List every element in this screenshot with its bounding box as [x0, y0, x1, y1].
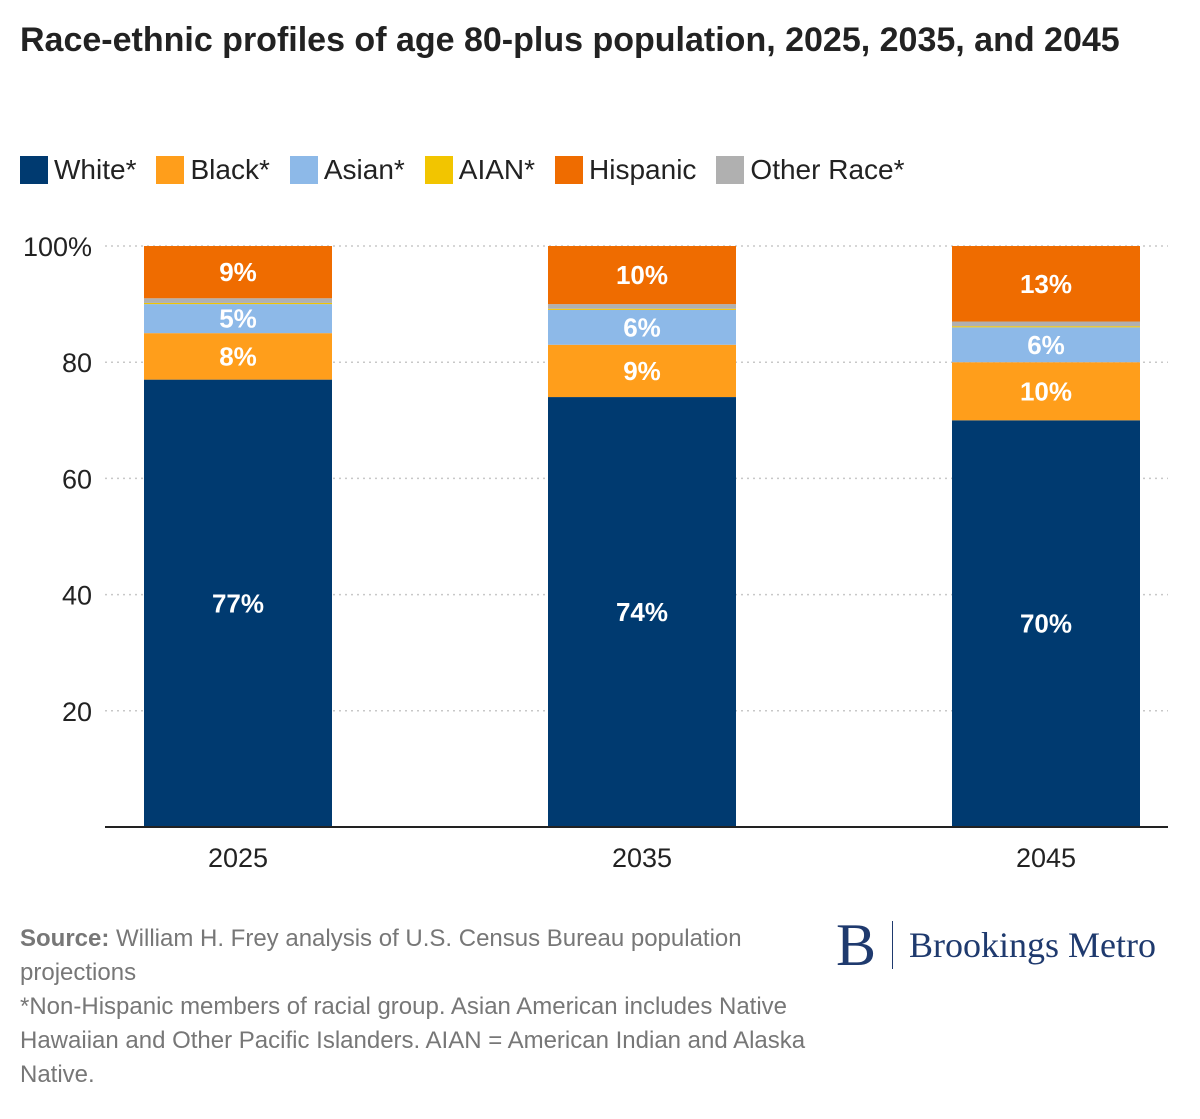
legend-label-hispanic: Hispanic	[589, 154, 697, 185]
bar-segment	[144, 298, 332, 303]
bar-segment	[548, 308, 736, 310]
footnote: *Non-Hispanic members of racial group. A…	[20, 993, 806, 1088]
y-tick-label: 40	[62, 581, 92, 611]
legend-item-asian: Asian*	[289, 154, 405, 186]
legend-label-asian: Asian*	[323, 154, 405, 185]
legend-item-black: Black*	[156, 154, 270, 186]
bar-segment	[548, 304, 736, 309]
legend-item-other-race: Other Race*	[716, 154, 905, 186]
footer-notes: Source: William H. Frey analysis of U.S.…	[20, 922, 810, 1092]
legend-item-hispanic: Hispanic	[555, 154, 696, 186]
data-label: 9%	[219, 257, 257, 287]
legend-label-other-race: Other Race*	[750, 154, 905, 185]
y-tick-label: 100%	[23, 232, 92, 262]
legend-item-aian: AIAN*	[424, 154, 536, 186]
data-label: 77%	[212, 588, 264, 618]
y-tick-label: 20	[62, 697, 92, 727]
data-label: 74%	[616, 597, 668, 627]
legend-swatch-asian	[289, 156, 318, 184]
chart-title: Race-ethnic profiles of age 80-plus popu…	[20, 21, 1120, 59]
legend-swatch-black	[156, 156, 185, 184]
data-label: 10%	[616, 260, 668, 290]
bar-segment	[952, 420, 1140, 827]
data-label: 70%	[1020, 609, 1072, 639]
brookings-metro-logo: B Brookings Metro	[836, 915, 1156, 975]
bar-segment	[144, 304, 332, 334]
legend-item-white: White*	[20, 154, 136, 186]
legend-label-black: Black*	[190, 154, 270, 185]
legend: White* Black* Asian* AIAN* Hispanic Othe…	[20, 150, 925, 190]
bar-segment	[548, 397, 736, 827]
bar-segment	[144, 379, 332, 827]
logo-mark: B	[836, 912, 877, 978]
y-tick-label: 80	[62, 348, 92, 378]
bar-segment	[548, 309, 736, 345]
bar-segment	[952, 321, 1140, 327]
bar-segment	[952, 326, 1140, 328]
legend-swatch-hispanic	[555, 156, 584, 184]
data-label: 5%	[219, 304, 257, 334]
bar-segment	[952, 362, 1140, 421]
bar-segment	[144, 246, 332, 299]
x-tick-label: 2035	[612, 843, 672, 873]
bar-segment	[952, 327, 1140, 363]
bar-segment	[548, 246, 736, 305]
data-label: 8%	[219, 341, 257, 371]
legend-swatch-aian	[424, 156, 453, 184]
stacked-bar-chart: 20 40 60 80 100% 77% 8% 5% 9% 2025 74% 9% 6% 10% 2035 7…	[23, 232, 1168, 873]
data-label: 6%	[623, 312, 661, 342]
logo-name: Brookings Metro	[909, 925, 1157, 965]
bar-segment	[548, 344, 736, 398]
source-line: Source: William H. Frey analysis of U.S.…	[20, 922, 810, 990]
legend-label-white: White*	[54, 154, 137, 185]
x-tick-label: 2045	[1016, 843, 1076, 873]
bar-segment	[144, 333, 332, 380]
data-label: 9%	[623, 356, 661, 386]
source-label: Source:	[20, 925, 110, 952]
logo-divider	[892, 921, 894, 969]
y-tick-label: 60	[62, 464, 92, 494]
bar-segment	[144, 302, 332, 305]
data-label: 6%	[1027, 330, 1065, 360]
data-label: 13%	[1020, 269, 1072, 299]
bar-segment	[952, 246, 1140, 322]
legend-swatch-other-race	[716, 156, 745, 184]
legend-swatch-white	[20, 156, 48, 184]
x-tick-label: 2025	[208, 843, 268, 873]
legend-label-aian: AIAN*	[458, 154, 536, 185]
data-label: 10%	[1020, 376, 1072, 406]
source-text: William H. Frey analysis of U.S. Census …	[20, 925, 742, 986]
